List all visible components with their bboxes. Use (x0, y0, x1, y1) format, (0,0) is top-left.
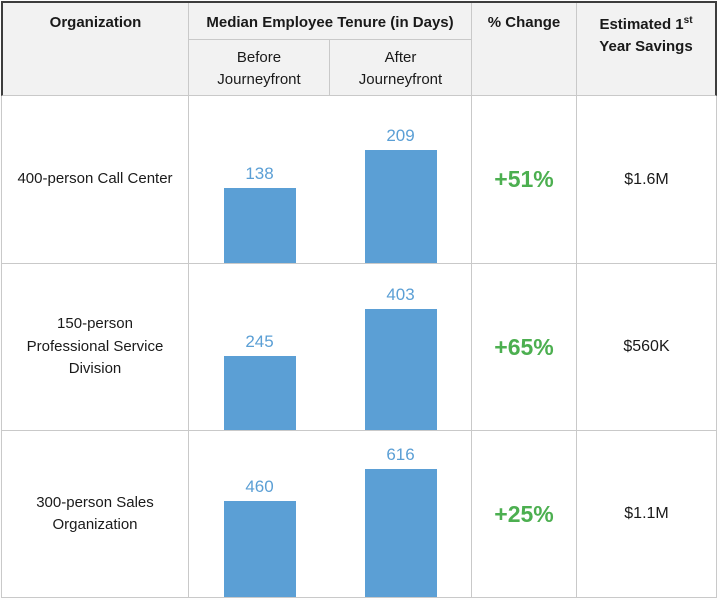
after-bar (364, 469, 437, 597)
before-bar-value-label: 245 (245, 332, 274, 351)
organization-cell: 400-person Call Center (2, 96, 189, 263)
savings-cell: $1.1M (624, 505, 669, 522)
column-header-pct-change: % Change (472, 3, 577, 95)
after-bar-group: 616 (330, 431, 471, 597)
column-header-after-journeyfront: After Journeyfront (330, 40, 471, 95)
tenure-subheaders: Before Journeyfront After Journeyfront (189, 40, 471, 95)
organization-header-label: Organization (49, 14, 142, 31)
organization-name: 300-person Sales Organization (36, 493, 154, 534)
after-bar (364, 150, 437, 263)
column-header-tenure-group: Median Employee Tenure (in Days) Before … (189, 3, 472, 95)
before-journeyfront-label: Before Journeyfront (217, 49, 301, 88)
table-header-row: Organization Median Employee Tenure (in … (1, 1, 717, 96)
column-header-estimated-savings: Estimated 1st Year Savings (577, 3, 715, 95)
after-bar-group: 209 (330, 96, 471, 263)
after-bar-value-label: 616 (386, 445, 415, 464)
before-bar-group: 460 (189, 431, 330, 597)
pct-change-cell: +25% (472, 431, 577, 597)
after-bar-value-label: 209 (386, 126, 415, 145)
tenure-bar-chart: 138 209 (189, 96, 472, 263)
table-row-professional-service: 150-person Professional Service Division… (2, 263, 716, 430)
before-bar (223, 501, 296, 597)
pct-change-cell: +65% (472, 264, 577, 430)
after-bar (364, 309, 437, 430)
before-bar-value-label: 138 (245, 164, 274, 183)
before-bar-group: 245 (189, 264, 330, 430)
before-bar (223, 188, 296, 263)
organization-name: 150-person Professional Service Division (26, 315, 164, 378)
organization-cell: 150-person Professional Service Division (2, 264, 189, 430)
after-bar-value-label: 403 (386, 285, 415, 304)
ordinal-superscript: st (683, 15, 693, 26)
after-bar-group: 403 (330, 264, 471, 430)
before-bar (223, 356, 296, 430)
pct-change-cell: +51% (472, 96, 577, 263)
column-header-before-journeyfront: Before Journeyfront (189, 40, 330, 95)
before-bar-group: 138 (189, 96, 330, 263)
after-journeyfront-label: After Journeyfront (358, 49, 443, 88)
estimated-savings-header-label: Estimated 1st Year Savings (599, 15, 693, 55)
table-row-sales-organization: 300-person Sales Organization 460 616 +2… (2, 430, 716, 597)
savings-cell: $560K (623, 338, 670, 355)
savings-cell: $1.6M (624, 170, 669, 188)
tenure-bar-chart: 460 616 (189, 431, 472, 597)
before-bar-value-label: 460 (245, 477, 274, 496)
table-body: 400-person Call Center 138 209 +51% $1.6… (1, 96, 717, 598)
tenure-bar-chart: 245 403 (189, 264, 472, 430)
table-row-call-center: 400-person Call Center 138 209 +51% $1.6… (2, 96, 716, 263)
organization-name: 400-person Call Center (17, 170, 173, 188)
pct-change-header-label: % Change (487, 14, 561, 31)
tenure-group-title: Median Employee Tenure (in Days) (189, 3, 471, 40)
column-header-organization: Organization (3, 3, 189, 95)
organization-cell: 300-person Sales Organization (2, 431, 189, 597)
